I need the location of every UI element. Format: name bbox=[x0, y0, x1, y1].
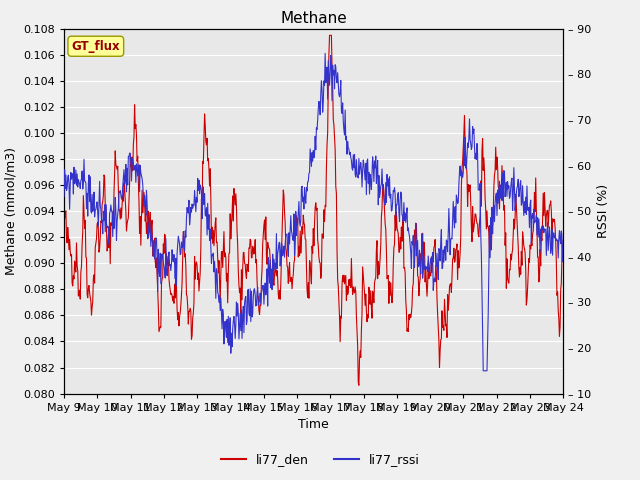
Legend: li77_den, li77_rssi: li77_den, li77_rssi bbox=[216, 448, 424, 471]
Text: GT_flux: GT_flux bbox=[72, 40, 120, 53]
Title: Methane: Methane bbox=[280, 11, 347, 26]
Y-axis label: Methane (mmol/m3): Methane (mmol/m3) bbox=[4, 147, 17, 275]
Y-axis label: RSSI (%): RSSI (%) bbox=[597, 184, 610, 238]
X-axis label: Time: Time bbox=[298, 418, 329, 431]
